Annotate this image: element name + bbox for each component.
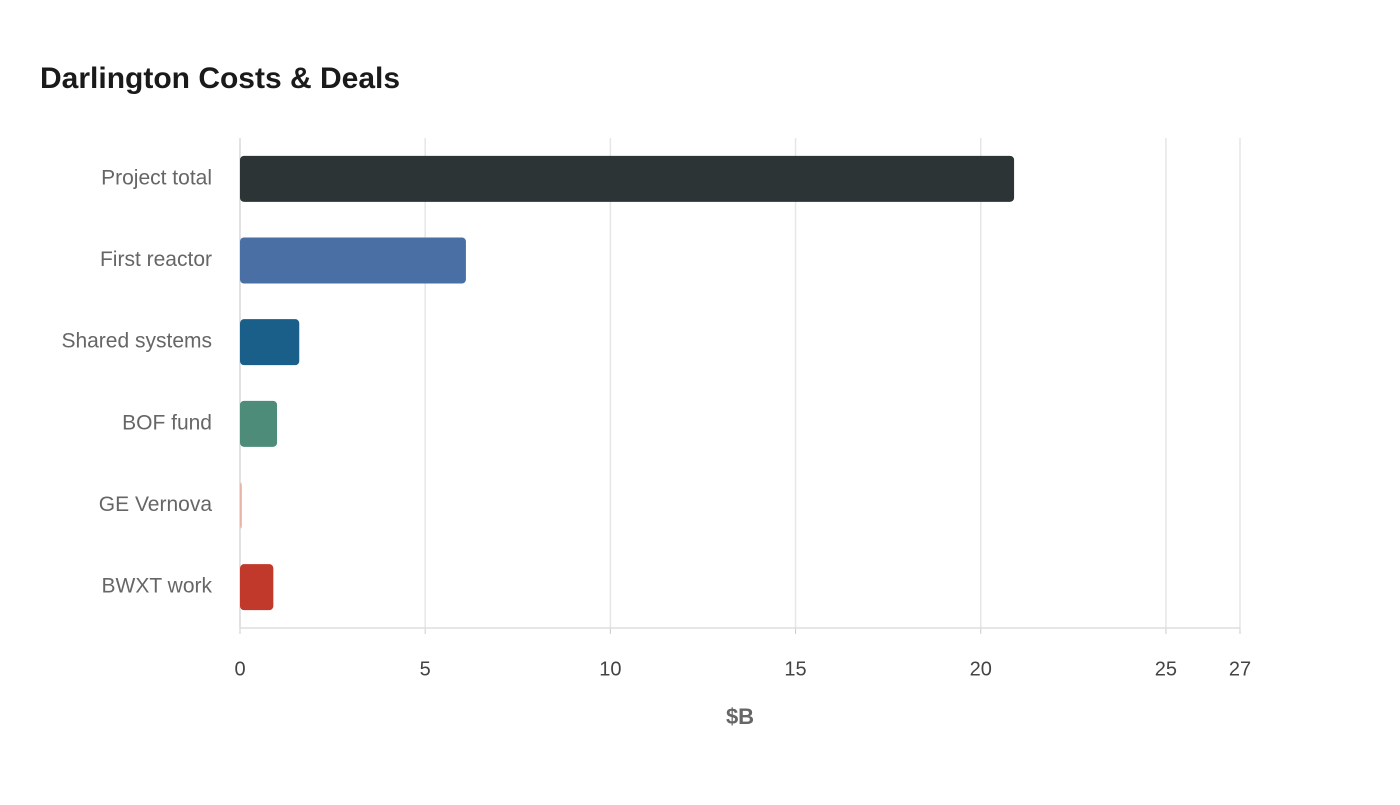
x-tick-label: 10: [599, 658, 621, 680]
x-tick-label: 0: [234, 658, 245, 680]
bar: [240, 400, 278, 447]
y-tick-label: BOF fund: [122, 411, 212, 434]
x-tick-label: 20: [970, 658, 992, 680]
x-axis-label: $B: [726, 704, 754, 729]
x-tick-label: 27: [1229, 658, 1251, 680]
x-tick-label: 25: [1155, 658, 1177, 680]
bar: [240, 155, 1015, 202]
x-tick-label: 5: [420, 658, 431, 680]
y-tick-label: First reactor: [100, 248, 212, 271]
x-tick-label: 15: [784, 658, 806, 680]
chart-title: Darlington Costs & Deals: [40, 62, 400, 95]
y-tick-label: GE Vernova: [99, 493, 213, 516]
y-tick-label: BWXT work: [102, 575, 213, 598]
bar: [240, 319, 300, 366]
y-tick-label: Project total: [101, 166, 212, 189]
y-tick-label: Shared systems: [61, 330, 212, 353]
bar: [240, 564, 274, 611]
bar: [240, 482, 242, 529]
bar: [240, 237, 466, 284]
